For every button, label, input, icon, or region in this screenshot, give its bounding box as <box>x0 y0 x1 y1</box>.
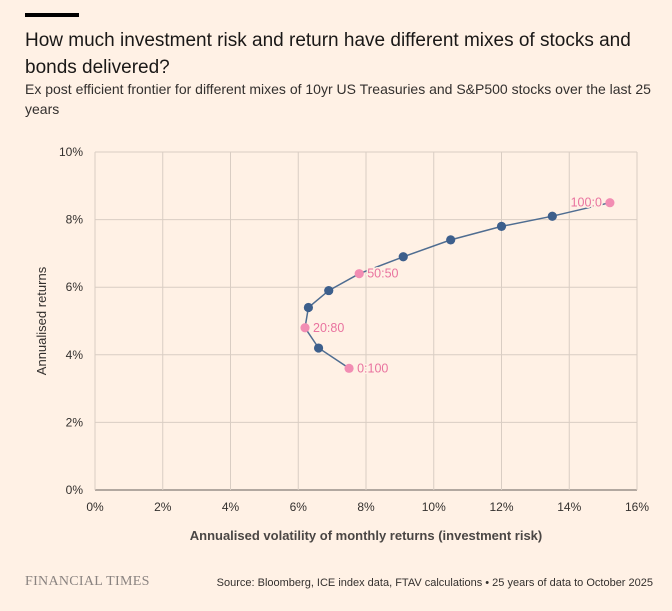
y-tick-label: 6% <box>66 280 84 294</box>
y-tick-label: 8% <box>66 213 84 227</box>
source-note: Source: Bloomberg, ICE index data, FTAV … <box>216 577 653 589</box>
highlight-point <box>354 269 364 279</box>
grid-layer <box>94 151 638 491</box>
highlight-point <box>605 198 615 208</box>
series-layer <box>300 198 615 373</box>
y-tick-label: 2% <box>66 415 84 429</box>
frontier-chart: 0% 2% 4% 6% 8% 10% 0% 2% 4% 6% 8% 10% 12% 14% 16% 0:10… <box>34 145 649 543</box>
point-label: 100:0 <box>571 196 602 210</box>
point-label: 50:50 <box>367 267 398 281</box>
header-accent-bar <box>25 13 79 17</box>
x-tick-label: 0% <box>86 500 104 514</box>
x-tick-label: 4% <box>222 500 240 514</box>
axis-layer: 0% 2% 4% 6% 8% 10% 0% 2% 4% 6% 8% 10% 12% 14% 16% <box>59 145 649 514</box>
data-point <box>446 235 456 245</box>
y-tick-label: 4% <box>66 348 84 362</box>
y-axis-title: Annualised returns <box>34 266 49 375</box>
data-point <box>313 343 324 353</box>
x-tick-label: 14% <box>557 500 581 514</box>
x-tick-label: 16% <box>625 500 649 514</box>
data-point <box>303 302 314 313</box>
data-point <box>324 285 334 296</box>
x-tick-label: 8% <box>357 500 375 514</box>
y-tick-label: 0% <box>66 483 84 497</box>
data-point <box>496 221 507 231</box>
chart-title: How much investment risk and return have… <box>25 30 631 78</box>
data-point <box>547 211 557 221</box>
x-tick-label: 10% <box>422 500 446 514</box>
highlight-point <box>300 323 310 333</box>
point-label: 20:80 <box>313 321 344 335</box>
highlight-point <box>344 363 354 373</box>
y-tick-label: 10% <box>59 145 83 159</box>
data-point <box>398 252 408 262</box>
x-tick-label: 6% <box>290 500 308 514</box>
label-layer: 0:100 20:80 50:50 100:0 <box>312 194 604 377</box>
point-label: 0:100 <box>357 361 388 375</box>
x-tick-label: 12% <box>489 500 513 514</box>
ft-logo-text: FINANCIAL TIMES <box>25 574 150 589</box>
x-tick-label: 2% <box>154 500 172 514</box>
x-axis-title: Annualised volatility of monthly returns… <box>190 528 543 543</box>
frontier-line <box>304 201 611 369</box>
chart-subtitle: Ex post efficient frontier for different… <box>25 81 651 117</box>
